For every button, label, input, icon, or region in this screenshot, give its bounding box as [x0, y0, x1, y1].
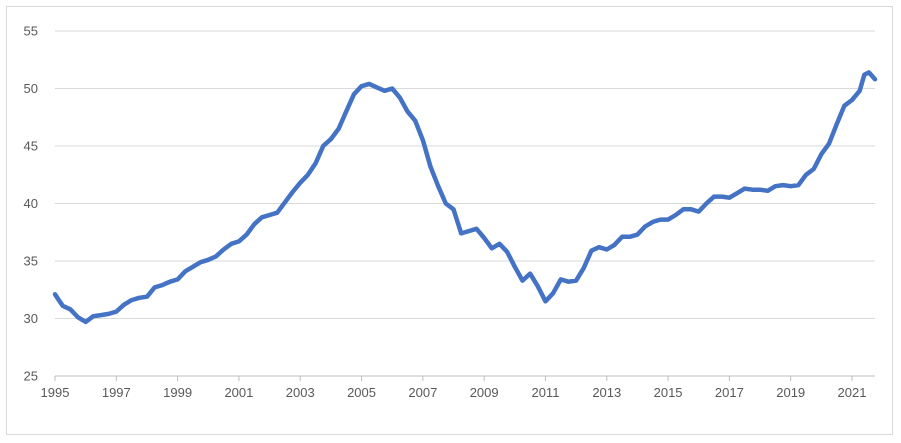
- x-tick-label-2005: 2005: [347, 385, 376, 400]
- x-tick-label-2001: 2001: [224, 385, 253, 400]
- series-line-0: [52, 70, 878, 325]
- y-tick-label-55: 55: [24, 24, 38, 39]
- x-tick-label-2009: 2009: [470, 385, 499, 400]
- y-tick-label-25: 25: [24, 369, 38, 384]
- x-tick-label-2007: 2007: [408, 385, 437, 400]
- series-layer: [52, 70, 878, 325]
- x-tick-label-2017: 2017: [715, 385, 744, 400]
- x-tick-label-1995: 1995: [41, 385, 70, 400]
- x-tick-label-2021: 2021: [838, 385, 867, 400]
- x-tick-label-2011: 2011: [531, 385, 559, 400]
- y-tick-label-50: 50: [24, 81, 38, 96]
- y-tick-label-35: 35: [24, 254, 38, 269]
- y-tick-label-40: 40: [24, 196, 38, 211]
- y-tick-label-45: 45: [24, 139, 38, 154]
- x-axis: 1995 1997 1999 2001 2003 2005 2007 2009 2011 2013…: [41, 375, 875, 400]
- x-tick-label-2003: 2003: [286, 385, 315, 400]
- y-axis-tick-labels: 25 30 35 40 45 50 55: [24, 24, 38, 384]
- x-tick-label-1997: 1997: [102, 385, 131, 400]
- x-tick-label-2019: 2019: [776, 385, 805, 400]
- chart-frame: [6, 6, 893, 435]
- gridlines: [55, 30, 875, 319]
- x-tick-label-1999: 1999: [163, 385, 192, 400]
- x-tick-label-2013: 2013: [592, 385, 621, 400]
- y-tick-label-30: 30: [24, 311, 38, 326]
- x-tick-label-2015: 2015: [654, 385, 683, 400]
